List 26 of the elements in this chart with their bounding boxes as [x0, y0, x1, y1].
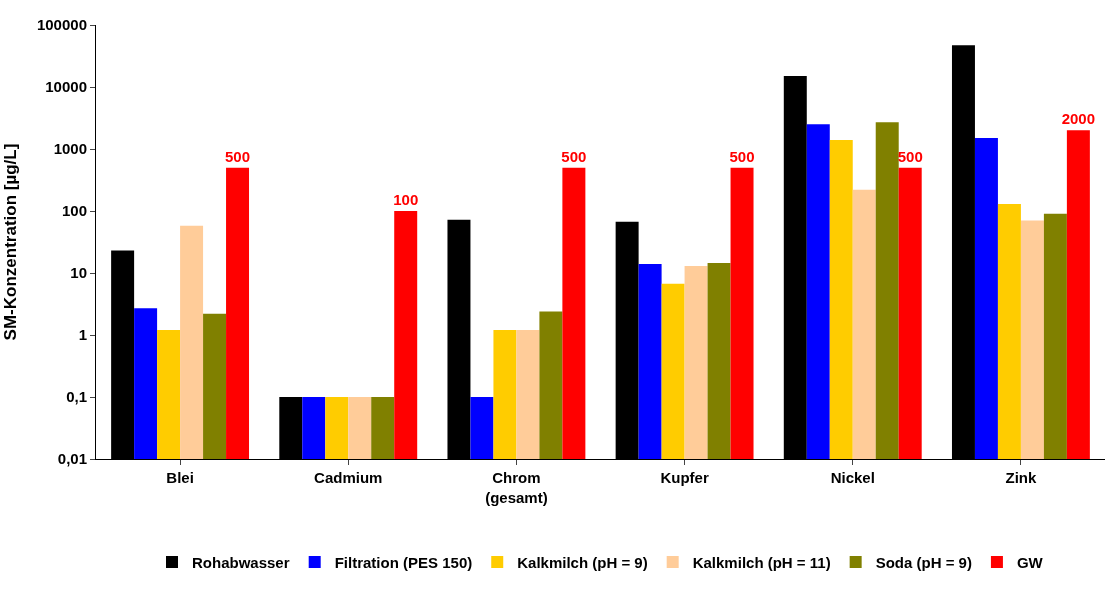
y-tick-label: 10000	[45, 78, 87, 96]
legend-label: Soda (pH = 9)	[875, 553, 972, 571]
x-tick-label: Blei	[166, 469, 194, 486]
legend-label: GW	[1016, 553, 1044, 571]
legend-label: Kalkmilch (pH = 11)	[692, 553, 831, 571]
y-axis-title: SM-Konzentration [µg/L]	[1, 143, 21, 341]
y-tick-label: 100000	[36, 16, 87, 34]
x-tick-label: Zink	[1005, 469, 1037, 486]
data-label: 500	[225, 147, 251, 165]
data-label: 500	[729, 147, 755, 165]
y-tick-label: 0,01	[57, 450, 87, 468]
legend-label: Kalkmilch (pH = 9)	[517, 553, 648, 571]
x-tick-label: Nickel	[830, 469, 875, 486]
y-tick-label: 1000	[53, 140, 87, 158]
y-tick-label: 10	[70, 264, 87, 282]
y-tick-label: 100	[61, 202, 87, 220]
x-tick-label: Cadmium	[314, 469, 383, 486]
legend-label: Filtration (PES 150)	[334, 553, 473, 571]
data-label: 2000	[1061, 110, 1096, 128]
x-tick-label: Chrom (gesamt)	[485, 469, 548, 506]
y-tick-label: 0,1	[66, 388, 87, 406]
legend-label: Rohabwasser	[192, 553, 290, 571]
x-tick-label: Kupfer	[660, 469, 709, 486]
y-tick-label: 1	[78, 326, 87, 344]
data-label: 500	[561, 147, 587, 165]
data-label: 100	[393, 191, 419, 208]
